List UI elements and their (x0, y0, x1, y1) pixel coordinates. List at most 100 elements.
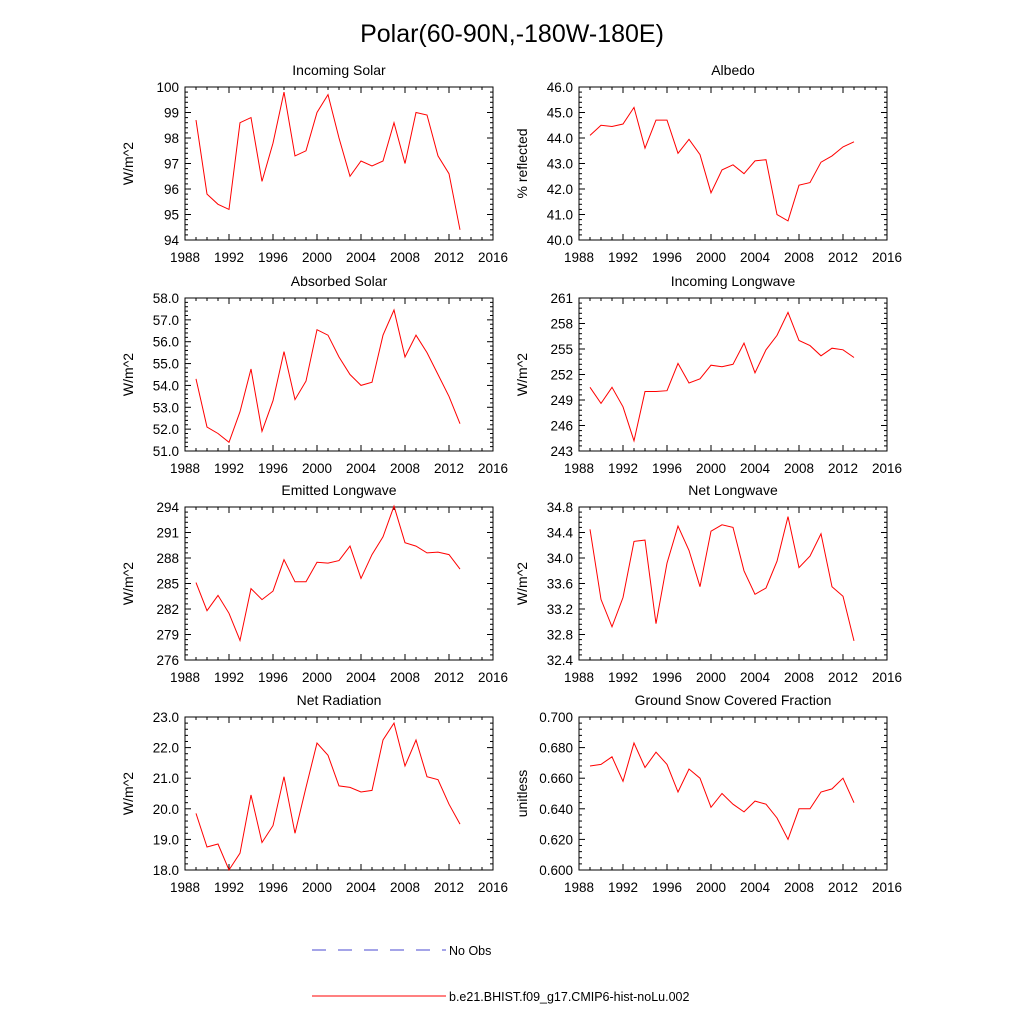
main-title: Polar(60-90N,-180W-180E) (360, 20, 664, 48)
x-tick-label: 2008 (784, 880, 814, 895)
x-tick-label: 2000 (302, 250, 332, 265)
y-tick-label: 0.600 (539, 863, 573, 878)
y-tick-label: 261 (550, 291, 573, 306)
y-tick-label: 19.0 (153, 832, 179, 847)
series-line-0 (195, 91, 461, 230)
x-tick-label: 2016 (872, 670, 902, 685)
y-tick-label: 0.700 (539, 710, 573, 725)
y-tick-label: 252 (550, 368, 573, 383)
y-tick-label: 33.6 (547, 577, 573, 592)
chart-panel-4: Emitted Longwave W/m^2 1988 1992 1996 2000 200… (120, 482, 508, 685)
x-tick-label: 2016 (478, 461, 508, 476)
y-tick-label: 288 (156, 551, 179, 566)
x-tick-label: 2008 (784, 250, 814, 265)
y-tick-label: 0.680 (539, 741, 573, 756)
y-tick-label: 18.0 (153, 863, 179, 878)
y-tick-label: 32.4 (547, 653, 574, 668)
panel-title: Net Longwave (688, 482, 778, 498)
x-tick-label: 2000 (302, 670, 332, 685)
x-tick-label: 2012 (434, 250, 464, 265)
y-tick-label: 56.0 (153, 335, 179, 350)
y-tick-label: 53.0 (153, 400, 179, 415)
chart-panel-2: Absorbed Solar W/m^2 1988 1992 1996 2000 2004 2… (120, 273, 508, 476)
chart-panel-7: Ground Snow Covered Fraction unitless 1988… (514, 692, 902, 895)
x-tick-label: 2012 (828, 880, 858, 895)
panel-title: Emitted Longwave (281, 482, 396, 498)
y-tick-label: 96 (164, 182, 179, 197)
x-tick-label: 1992 (214, 250, 244, 265)
y-tick-label: 98 (164, 131, 179, 146)
chart-panel-1: Albedo % reflected 1988 1992 1996 2000 2004 200… (514, 62, 902, 265)
y-tick-label: 0.660 (539, 771, 573, 786)
x-tick-label: 2004 (346, 670, 377, 685)
x-tick-label: 2004 (740, 250, 771, 265)
y-tick-label: 22.0 (153, 741, 179, 756)
y-tick-label: 21.0 (153, 771, 179, 786)
x-tick-label: 2004 (740, 461, 771, 476)
x-tick-label: 2000 (302, 461, 332, 476)
chart-panel-5: Net Longwave W/m^2 1988 1992 1996 2000 2004 200… (514, 482, 902, 685)
panels: Incoming Solar W/m^2 1988 1992 1996 2000 2004 2… (120, 62, 902, 895)
x-tick-label: 2016 (872, 461, 902, 476)
y-tick-label: 42.0 (547, 182, 573, 197)
y-tick-label: 258 (550, 317, 573, 332)
y-axis-label: W/m^2 (120, 353, 136, 396)
series-line-0 (589, 311, 855, 443)
x-tick-label: 2012 (828, 670, 858, 685)
y-tick-label: 99 (164, 106, 179, 121)
plot-frame (578, 297, 888, 452)
panel-title: Incoming Longwave (671, 273, 796, 289)
x-tick-label: 1996 (652, 250, 682, 265)
y-tick-label: 285 (156, 577, 179, 592)
x-tick-label: 1988 (170, 461, 200, 476)
x-tick-label: 2004 (346, 250, 377, 265)
x-tick-label: 1996 (652, 670, 682, 685)
x-tick-label: 1996 (258, 250, 288, 265)
legend-model-label: b.e21.BHIST.f09_g17.CMIP6-hist-noLu.002 (449, 990, 689, 1004)
legend-no-obs-label: No Obs (449, 944, 491, 958)
x-tick-label: 2012 (828, 250, 858, 265)
y-tick-label: 55.0 (153, 357, 179, 372)
x-tick-label: 2008 (390, 880, 420, 895)
x-tick-label: 1992 (214, 880, 244, 895)
plot-frame (578, 716, 888, 871)
x-tick-label: 2000 (696, 880, 726, 895)
y-tick-label: 23.0 (153, 710, 179, 725)
chart-panel-0: Incoming Solar W/m^2 1988 1992 1996 2000 2004 2… (120, 62, 508, 265)
series-line-0 (195, 308, 461, 444)
y-tick-label: 52.0 (153, 422, 179, 437)
y-tick-label: 294 (156, 500, 179, 515)
x-tick-label: 1988 (564, 880, 594, 895)
x-tick-label: 2004 (346, 461, 377, 476)
y-tick-label: 282 (156, 602, 179, 617)
y-tick-label: 279 (156, 628, 179, 643)
chart-panel-3: Incoming Longwave W/m^2 1988 1992 1996 2000 20… (514, 273, 902, 476)
x-tick-label: 2000 (696, 461, 726, 476)
x-tick-label: 2016 (872, 250, 902, 265)
y-axis-label: W/m^2 (514, 353, 530, 396)
legend: No Obs b.e21.BHIST.f09_g17.CMIP6-hist-no… (312, 944, 689, 1004)
panel-title: Absorbed Solar (291, 273, 388, 289)
y-tick-label: 94 (164, 233, 180, 248)
x-tick-label: 2012 (434, 880, 464, 895)
y-axis-label: W/m^2 (120, 562, 136, 605)
y-tick-label: 58.0 (153, 291, 179, 306)
x-tick-label: 1996 (652, 880, 682, 895)
y-tick-label: 40.0 (547, 233, 573, 248)
x-tick-label: 2008 (390, 461, 420, 476)
x-tick-label: 1988 (170, 880, 200, 895)
y-tick-label: 43.0 (547, 157, 573, 172)
x-tick-label: 1992 (608, 670, 638, 685)
y-axis-label: W/m^2 (120, 772, 136, 815)
x-tick-label: 2000 (696, 670, 726, 685)
y-tick-label: 100 (156, 80, 179, 95)
y-tick-label: 0.620 (539, 832, 573, 847)
panel-title: Albedo (711, 62, 755, 78)
y-tick-label: 34.0 (547, 551, 573, 566)
series-line-0 (195, 721, 461, 872)
y-tick-label: 33.2 (547, 602, 573, 617)
y-axis-label: % reflected (514, 128, 530, 198)
y-tick-label: 276 (156, 653, 179, 668)
plot-frame (578, 506, 888, 661)
